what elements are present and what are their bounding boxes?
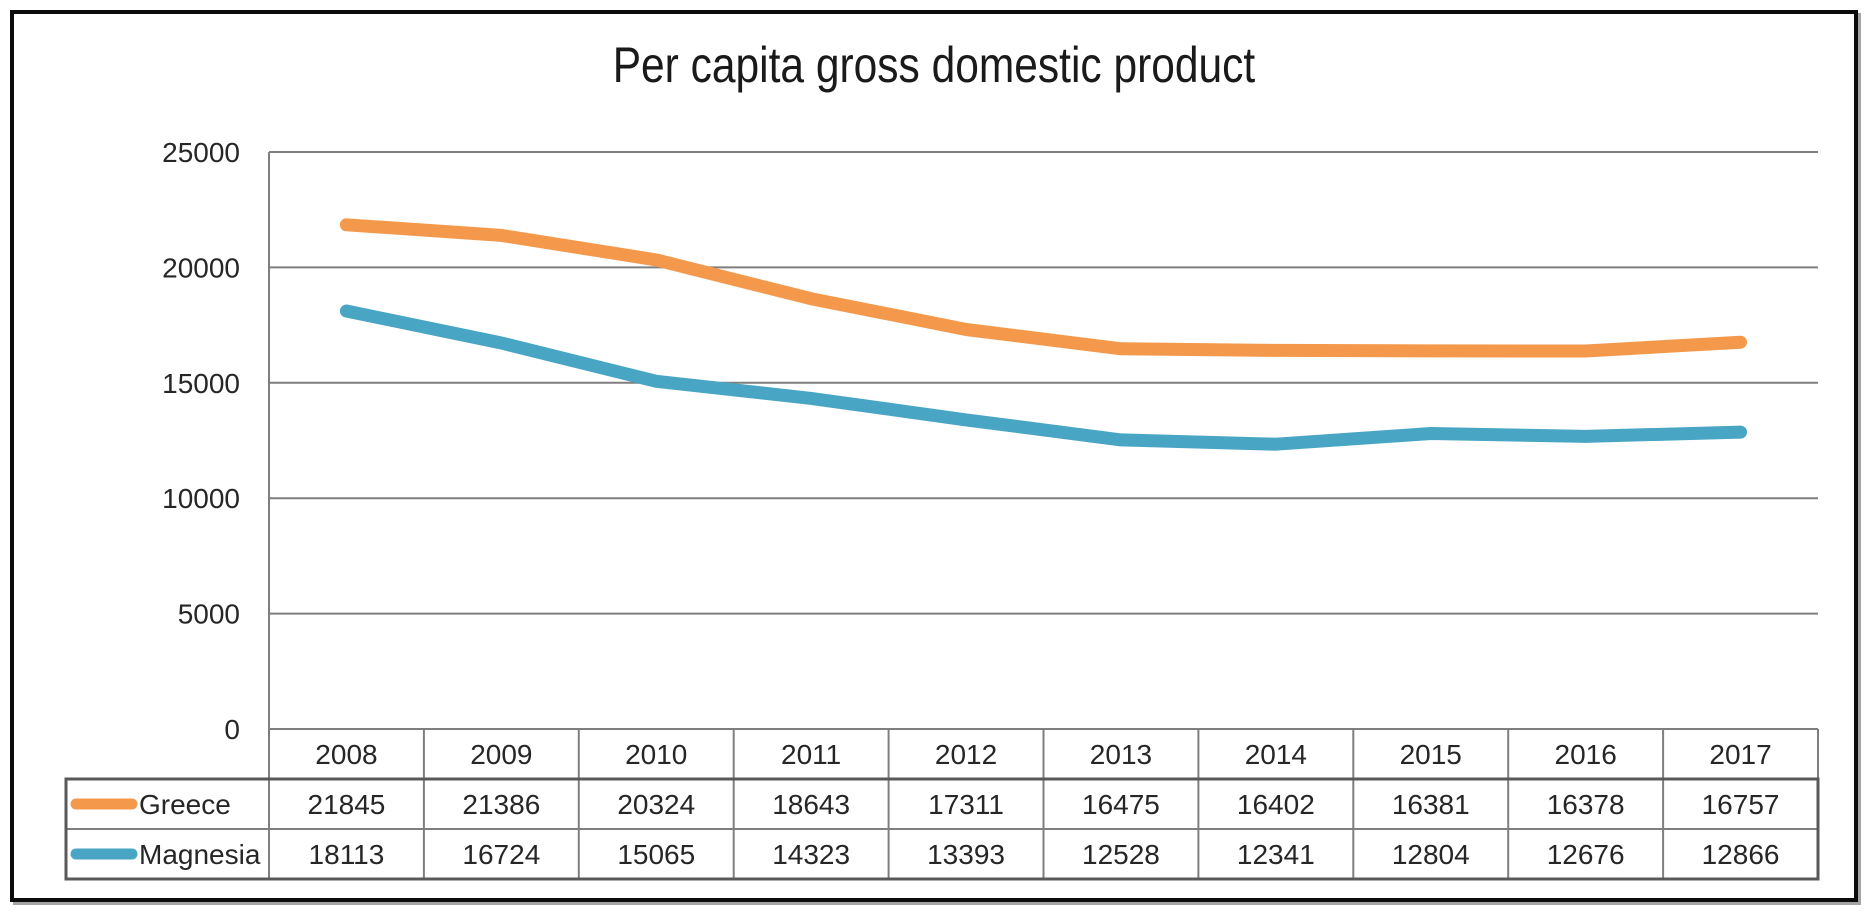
year-label-2011: 2011 bbox=[781, 739, 841, 770]
cell-value-magnesia-2015: 12804 bbox=[1392, 839, 1470, 870]
legend-label-magnesia: Magnesia bbox=[139, 839, 261, 870]
chart-title: Per capita gross domestic product bbox=[612, 37, 1256, 93]
year-label-2014: 2014 bbox=[1245, 739, 1307, 770]
cell-value-magnesia-2012: 13393 bbox=[927, 839, 1005, 870]
line-chart-canvas: 25000 20000 15000 10000 5000 0 2008 2009 2010 201… bbox=[64, 137, 1820, 881]
cell-value-magnesia-2013: 12528 bbox=[1082, 839, 1160, 870]
table-outline bbox=[64, 777, 1820, 881]
series-line-magnesia bbox=[339, 304, 1747, 451]
cell-value-greece-2010: 20324 bbox=[617, 789, 695, 820]
cell-value-magnesia-2008: 18113 bbox=[309, 839, 385, 870]
year-label-2016: 2016 bbox=[1555, 739, 1617, 770]
cell-value-greece-2014: 16402 bbox=[1237, 789, 1315, 820]
cell-value-greece-2012: 17311 bbox=[928, 789, 1004, 820]
year-label-2017: 2017 bbox=[1709, 739, 1771, 770]
cell-value-magnesia-2009: 16724 bbox=[462, 839, 540, 870]
cell-value-magnesia-2010: 15065 bbox=[617, 839, 695, 870]
y-tick-label-10000: 10000 bbox=[162, 483, 240, 514]
year-label-2012: 2012 bbox=[935, 739, 997, 770]
cell-value-greece-2017: 16757 bbox=[1702, 789, 1780, 820]
series-line-greece bbox=[339, 218, 1747, 358]
year-label-2008: 2008 bbox=[315, 739, 377, 770]
cell-value-magnesia-2011: 14323 bbox=[772, 839, 850, 870]
year-label-2009: 2009 bbox=[470, 739, 532, 770]
cell-value-greece-2013: 16475 bbox=[1082, 789, 1160, 820]
cell-value-greece-2008: 21845 bbox=[308, 789, 386, 820]
cell-value-greece-2016: 16378 bbox=[1547, 789, 1625, 820]
y-tick-label-20000: 20000 bbox=[162, 252, 240, 283]
y-tick-label-25000: 25000 bbox=[162, 137, 240, 168]
year-label-2015: 2015 bbox=[1400, 739, 1462, 770]
chart-frame: Per capita gross domestic product 25000 2… bbox=[10, 10, 1858, 902]
cell-value-greece-2011: 18643 bbox=[772, 789, 850, 820]
cell-value-greece-2015: 16381 bbox=[1392, 789, 1470, 820]
cell-value-magnesia-2014: 12341 bbox=[1237, 839, 1315, 870]
y-tick-label-5000: 5000 bbox=[178, 599, 240, 630]
cell-value-greece-2009: 21386 bbox=[462, 789, 540, 820]
legend-label-greece: Greece bbox=[139, 789, 231, 820]
y-tick-label-15000: 15000 bbox=[162, 368, 240, 399]
cell-value-magnesia-2016: 12676 bbox=[1547, 839, 1625, 870]
year-label-2010: 2010 bbox=[625, 739, 687, 770]
chart-title-row: Per capita gross domestic product bbox=[14, 36, 1854, 94]
year-label-2013: 2013 bbox=[1090, 739, 1152, 770]
y-tick-label-0: 0 bbox=[224, 714, 240, 745]
cell-value-magnesia-2017: 12866 bbox=[1702, 839, 1780, 870]
